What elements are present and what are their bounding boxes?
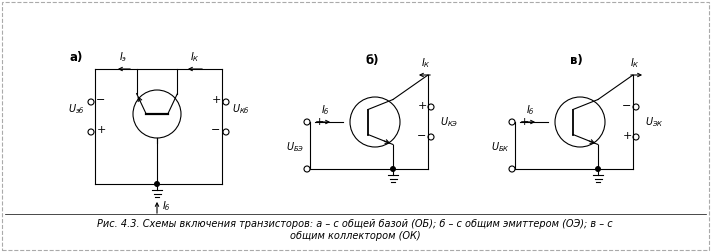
Text: −: − xyxy=(417,131,427,141)
Circle shape xyxy=(154,181,160,187)
Text: $U_{КЭ}$: $U_{КЭ}$ xyxy=(440,115,459,129)
Text: $U_{БЭ}$: $U_{БЭ}$ xyxy=(286,140,304,154)
Text: $U_{эб}$: $U_{эб}$ xyxy=(68,102,85,116)
Text: $I_б$: $I_б$ xyxy=(525,103,535,117)
Text: −: − xyxy=(622,101,631,111)
Text: б): б) xyxy=(365,54,378,67)
Text: +: + xyxy=(315,117,324,127)
Text: $I_К$: $I_К$ xyxy=(190,50,200,64)
Text: $U_{БК}$: $U_{БК}$ xyxy=(491,140,510,154)
FancyBboxPatch shape xyxy=(2,2,709,250)
Text: $I_б$: $I_б$ xyxy=(162,199,171,213)
Text: Рис. 4.3. Схемы включения транзисторов: а – с общей базой (ОБ); б – с общим эмит: Рис. 4.3. Схемы включения транзисторов: … xyxy=(97,219,613,229)
Text: $I_э$: $I_э$ xyxy=(119,50,127,64)
Circle shape xyxy=(390,166,396,172)
Text: −: − xyxy=(211,125,220,135)
Text: в): в) xyxy=(570,54,583,67)
Text: $I_К$: $I_К$ xyxy=(630,56,640,70)
Text: $I_б$: $I_б$ xyxy=(321,103,329,117)
Text: −: − xyxy=(96,95,106,105)
Text: общим коллектором (ОК): общим коллектором (ОК) xyxy=(289,231,420,241)
Text: +: + xyxy=(211,95,220,105)
Text: +: + xyxy=(622,131,631,141)
Text: +: + xyxy=(520,117,530,127)
Circle shape xyxy=(595,166,601,172)
Text: $U_{Кб}$: $U_{Кб}$ xyxy=(232,102,250,116)
Text: +: + xyxy=(96,125,106,135)
Text: $U_{ЭК}$: $U_{ЭК}$ xyxy=(645,115,664,129)
Text: а): а) xyxy=(70,51,83,64)
Text: $I_К$: $I_К$ xyxy=(421,56,431,70)
Text: +: + xyxy=(417,101,427,111)
